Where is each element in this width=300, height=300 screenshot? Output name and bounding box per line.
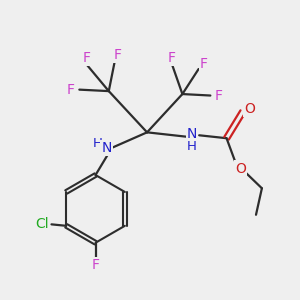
Text: F: F [67, 82, 75, 97]
Text: F: F [168, 51, 176, 65]
Text: N: N [101, 141, 112, 155]
Text: F: F [214, 88, 223, 103]
Text: O: O [244, 102, 255, 116]
Text: F: F [200, 57, 208, 71]
Text: O: O [235, 161, 246, 176]
Text: F: F [92, 258, 100, 272]
Text: H: H [187, 140, 197, 153]
Text: Cl: Cl [35, 217, 49, 231]
Text: F: F [114, 48, 122, 62]
Text: N: N [187, 127, 197, 141]
Text: F: F [83, 51, 91, 65]
Text: H: H [93, 137, 103, 150]
